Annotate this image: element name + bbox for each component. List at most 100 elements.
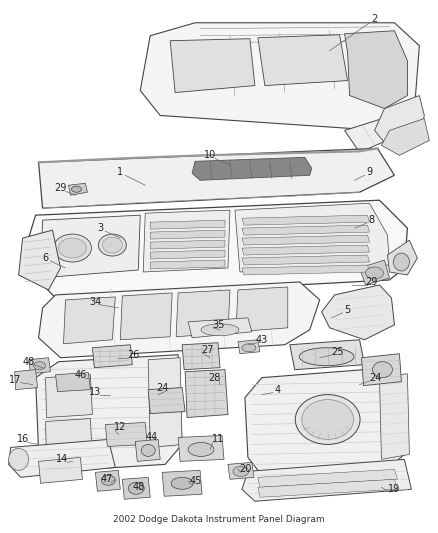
Polygon shape — [242, 215, 370, 225]
Polygon shape — [46, 375, 92, 417]
Text: 1: 1 — [117, 167, 124, 177]
Polygon shape — [258, 35, 348, 86]
Text: 48: 48 — [132, 482, 145, 492]
Text: 44: 44 — [145, 432, 157, 442]
Polygon shape — [150, 260, 225, 269]
Polygon shape — [135, 439, 160, 462]
Polygon shape — [182, 343, 220, 370]
Ellipse shape — [9, 448, 28, 470]
Polygon shape — [140, 23, 419, 131]
Polygon shape — [9, 439, 115, 478]
Polygon shape — [39, 148, 395, 208]
Text: 8: 8 — [368, 215, 374, 225]
Text: 20: 20 — [240, 464, 252, 474]
Polygon shape — [39, 282, 320, 358]
Polygon shape — [56, 373, 90, 392]
Text: 24: 24 — [156, 383, 168, 393]
Polygon shape — [92, 345, 132, 368]
Text: 43: 43 — [256, 335, 268, 345]
Ellipse shape — [59, 238, 86, 258]
Text: 17: 17 — [8, 375, 21, 385]
Text: 47: 47 — [100, 474, 113, 484]
Polygon shape — [345, 31, 407, 109]
Polygon shape — [14, 370, 38, 390]
Ellipse shape — [295, 394, 360, 445]
Polygon shape — [162, 470, 202, 496]
Polygon shape — [19, 230, 60, 290]
Polygon shape — [150, 250, 225, 259]
Polygon shape — [150, 240, 225, 249]
Text: 3: 3 — [97, 223, 103, 233]
Polygon shape — [95, 470, 120, 491]
Text: 16: 16 — [17, 434, 29, 445]
Ellipse shape — [71, 186, 81, 192]
Ellipse shape — [53, 234, 92, 262]
Polygon shape — [236, 287, 288, 332]
Text: 25: 25 — [332, 347, 344, 357]
Text: 19: 19 — [389, 484, 401, 494]
Polygon shape — [28, 200, 407, 298]
Text: 35: 35 — [212, 320, 224, 330]
Ellipse shape — [366, 267, 384, 279]
Polygon shape — [345, 109, 421, 152]
Polygon shape — [176, 290, 230, 337]
Polygon shape — [374, 95, 424, 148]
Polygon shape — [242, 265, 370, 275]
Polygon shape — [143, 210, 230, 272]
Polygon shape — [35, 355, 182, 471]
Polygon shape — [321, 285, 395, 340]
Polygon shape — [258, 470, 397, 487]
Polygon shape — [242, 459, 411, 501]
Text: 34: 34 — [89, 297, 102, 307]
Polygon shape — [150, 220, 225, 229]
Polygon shape — [228, 462, 254, 479]
Polygon shape — [381, 118, 429, 155]
Text: 12: 12 — [114, 423, 127, 432]
Text: 29: 29 — [365, 277, 378, 287]
Text: 29: 29 — [54, 183, 67, 193]
Text: 13: 13 — [89, 386, 102, 397]
Polygon shape — [192, 157, 312, 180]
Text: 6: 6 — [42, 253, 49, 263]
Polygon shape — [258, 479, 397, 497]
Ellipse shape — [372, 362, 392, 378]
Polygon shape — [41, 215, 140, 278]
Text: 2: 2 — [371, 14, 378, 24]
Text: 28: 28 — [208, 373, 220, 383]
Ellipse shape — [242, 344, 256, 352]
Text: 2002 Dodge Dakota Instrument Panel Diagram: 2002 Dodge Dakota Instrument Panel Diagr… — [113, 515, 325, 524]
Polygon shape — [46, 418, 92, 462]
Polygon shape — [64, 297, 115, 344]
Polygon shape — [188, 318, 252, 338]
Text: 24: 24 — [369, 373, 381, 383]
Ellipse shape — [299, 348, 354, 366]
Ellipse shape — [102, 237, 122, 253]
Polygon shape — [242, 245, 370, 255]
Ellipse shape — [128, 482, 144, 494]
Polygon shape — [28, 358, 50, 374]
Ellipse shape — [201, 324, 239, 336]
Polygon shape — [361, 354, 401, 385]
Polygon shape — [148, 358, 182, 447]
Text: 14: 14 — [57, 455, 69, 464]
Polygon shape — [235, 203, 389, 272]
Text: 27: 27 — [201, 345, 213, 355]
Ellipse shape — [188, 442, 214, 456]
Polygon shape — [379, 374, 410, 459]
Polygon shape — [148, 387, 185, 414]
Polygon shape — [290, 340, 364, 370]
Ellipse shape — [171, 478, 193, 489]
Polygon shape — [39, 457, 82, 483]
Ellipse shape — [141, 445, 155, 456]
Ellipse shape — [101, 475, 115, 486]
Polygon shape — [122, 478, 150, 499]
Text: 5: 5 — [344, 305, 351, 315]
Text: 10: 10 — [204, 150, 216, 160]
Polygon shape — [178, 435, 224, 462]
Polygon shape — [242, 235, 370, 245]
Text: 46: 46 — [74, 370, 87, 379]
Ellipse shape — [302, 400, 353, 439]
Ellipse shape — [99, 234, 126, 256]
Polygon shape — [150, 230, 225, 239]
Ellipse shape — [393, 253, 410, 271]
